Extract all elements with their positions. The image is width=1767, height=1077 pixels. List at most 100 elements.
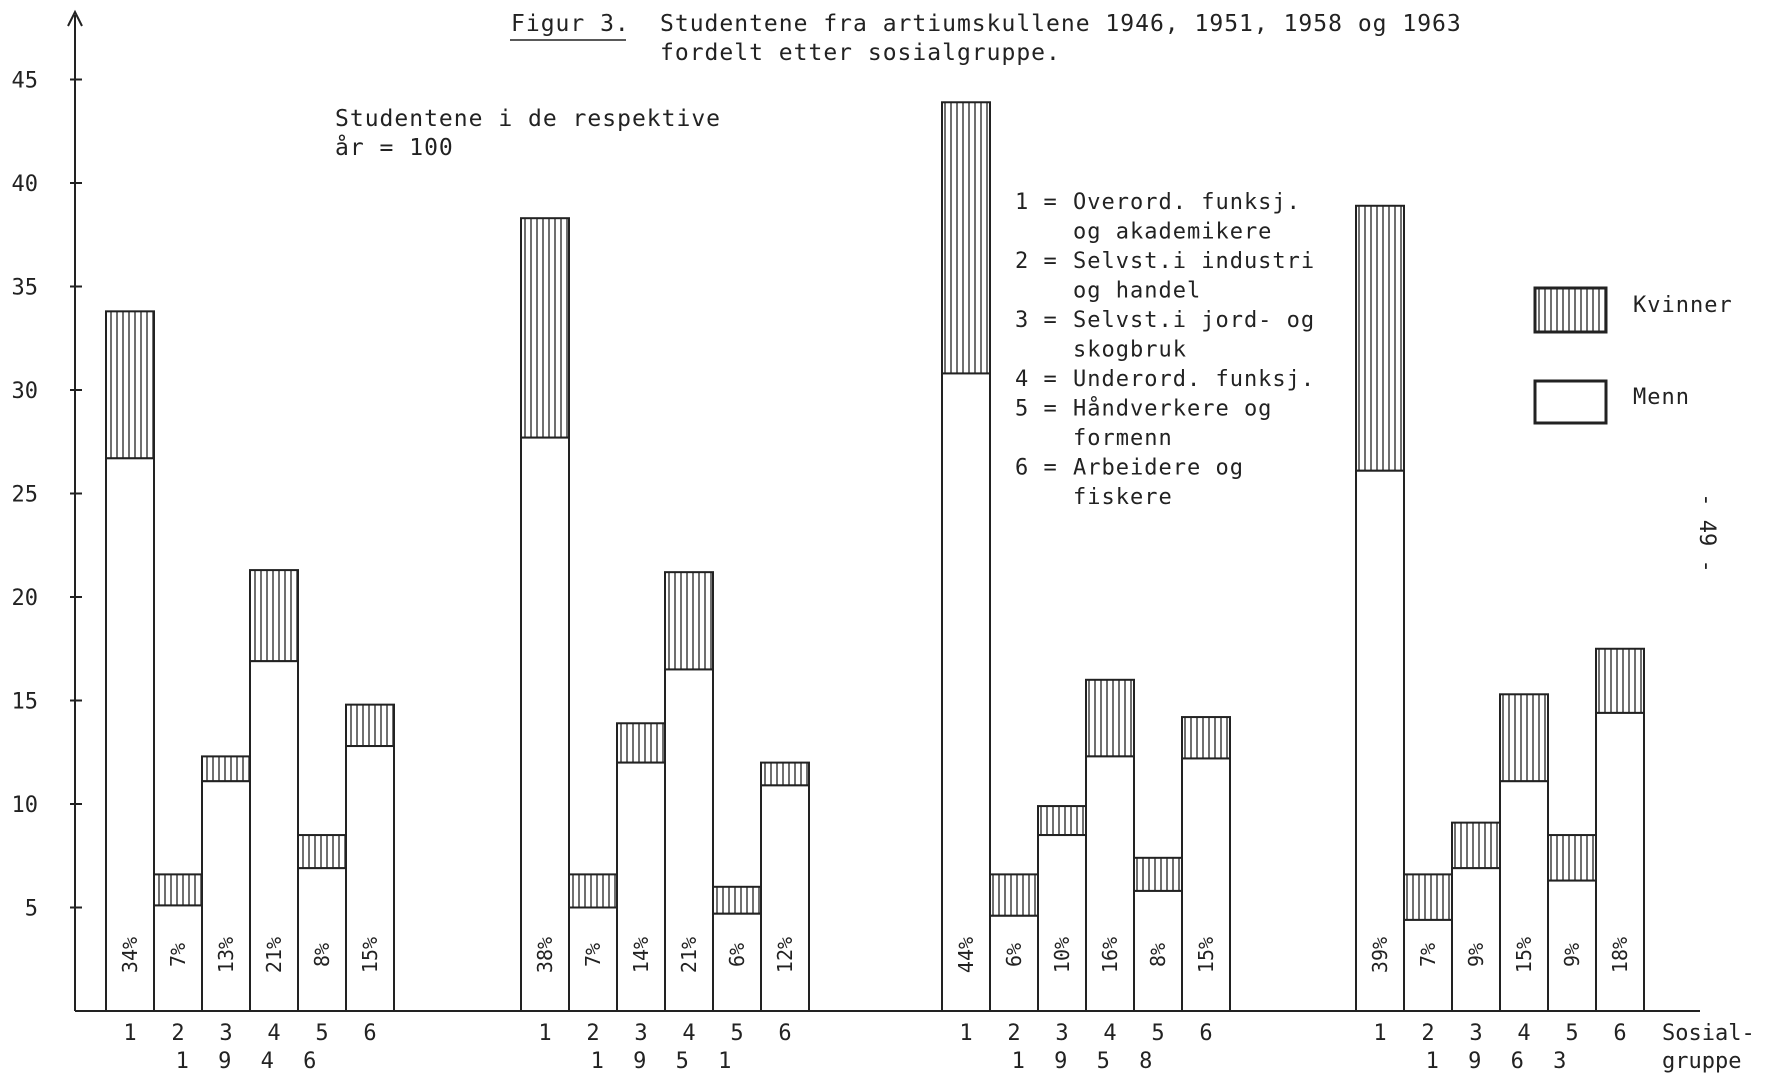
explanation-number: 2 = [1015,249,1058,274]
category-label: 2 [171,1021,184,1046]
category-label: 3 [219,1021,232,1046]
explanation-text: Selvst.i jord- og [1073,308,1315,333]
bar-percent-label: 44% [954,937,978,973]
y-tick-label: 35 [12,276,39,301]
bar-segment-kvinner [568,873,618,909]
page-number: - 49 - [1694,493,1719,572]
percent-labels: 34% 7% 13% 21% 8% 15% 38% 7% 14% 21% 6% 12% 44% 6% 10%… [118,937,1632,973]
bar-segment-kvinner [249,569,299,663]
category-label: 3 [1055,1021,1068,1046]
x-axis-label-line2: gruppe [1662,1049,1741,1074]
category-label: 5 [1565,1021,1578,1046]
y-ticks: 5 10 15 20 25 30 35 40 45 [12,69,82,922]
bar-segment-menn [105,457,155,1012]
bar-segment-kvinner [1085,678,1135,758]
explanation-number: 4 = [1015,367,1058,392]
legend-swatch-kvinner [1533,286,1608,334]
bar-segment-kvinner [1499,693,1549,783]
y-tick-label: 10 [12,793,39,818]
bar-segment-menn [249,660,299,1012]
bar-segment-kvinner [520,217,570,439]
legend-swatch-menn [1533,379,1608,425]
legend: Kvinner Menn [1533,286,1733,425]
bar-segment-kvinner [1133,856,1183,892]
explanation-text: Arbeidere og [1073,456,1244,481]
bar-segment-kvinner [345,703,395,748]
bar-segment-kvinner [1595,647,1645,714]
explanation-text: Håndverkere og [1073,396,1272,422]
category-label: 4 [1517,1021,1530,1046]
bar-segment-menn [664,668,714,1012]
explanation-number: 1 = [1015,190,1058,215]
bar-segment-menn [1499,780,1549,1012]
bar-segment-kvinner [760,761,810,787]
bar-segment-menn [760,784,810,1012]
explanation-text: skogbruk [1073,338,1187,363]
category-label: 3 [634,1021,647,1046]
legend-label-menn: Menn [1633,385,1690,410]
x-axis-label-line1: Sosial- [1662,1021,1755,1046]
category-label: 1 [538,1021,551,1046]
bar-segment-menn [345,745,395,1012]
y-axis-arrow [67,9,83,27]
category-label: 1 [1373,1021,1386,1046]
bar-segment-kvinner [1403,873,1453,921]
category-label: 5 [730,1021,743,1046]
category-label: 2 [586,1021,599,1046]
explanation-text: Underord. funksj. [1073,367,1315,392]
bar-percent-label: 10% [1050,937,1074,973]
bar-percent-label: 15% [358,937,382,973]
category-labels: 1 2 3 4 5 6 1 2 3 4 5 6 1 2 3 4 5 6 1 2 3 4 5 6 [123,1021,1626,1046]
explanation-number: 3 = [1015,308,1058,333]
explanation-number: 6 = [1015,456,1058,481]
bar-segment-menn [1037,834,1087,1012]
bar-percent-label: 6% [1002,943,1026,967]
group-year-label: 1 9 5 1 [591,1049,740,1074]
category-label: 4 [682,1021,695,1046]
year-labels: 1 9 4 6 1 9 5 1 1 9 5 8 1 9 6 3 [176,1049,1575,1074]
category-label: 3 [1469,1021,1482,1046]
bar-segment-menn [712,912,762,1013]
bars [105,101,1645,1013]
explanation-text: Selvst.i industri [1073,249,1315,274]
bar-percent-label: 39% [1368,937,1392,973]
bar-percent-label: 21% [262,937,286,973]
bar-percent-label: 9% [1560,943,1584,967]
bar-segment-menn [1547,879,1597,1013]
bar-segment-menn [1085,755,1135,1013]
bar-percent-label: 12% [773,937,797,973]
bar-percent-label: 8% [1146,943,1170,967]
figure-label: Figur 3. [511,11,630,37]
y-tick-label: 15 [12,690,39,715]
bar-segment-kvinner [941,101,991,375]
bar-percent-label: 38% [533,937,557,973]
bar-segment-kvinner [1451,821,1501,870]
bar-segment-menn [1595,711,1645,1012]
chart-title-line1: Studentene fra artiumskullene 1946, 1951… [660,11,1462,37]
bar-segment-kvinner [297,834,347,870]
bar-segment-menn [616,761,666,1012]
bar-percent-label: 7% [166,943,190,967]
y-tick-label: 40 [12,172,39,197]
legend-label-kvinner: Kvinner [1633,293,1733,318]
group-explanation: 1 = Overord. funksj. og akademikere 2 = Selv… [1015,190,1315,510]
category-label: 6 [363,1021,376,1046]
y-tick-label: 45 [12,69,39,94]
bar-segment-kvinner [1547,834,1597,882]
category-label: 5 [1151,1021,1164,1046]
bar-segment-kvinner [1181,716,1231,760]
bar-percent-label: 13% [214,937,238,973]
explanation-text: og handel [1073,279,1201,304]
bar-percent-label: 8% [310,943,334,967]
group-year-label: 1 9 6 3 [1426,1049,1575,1074]
bar-segment-kvinner [105,310,155,460]
explanation-text: Overord. funksj. [1073,190,1301,215]
category-label: 4 [1103,1021,1116,1046]
bar-segment-menn [201,780,251,1012]
category-label: 2 [1007,1021,1020,1046]
bar-percent-label: 7% [581,943,605,967]
bar-segment-menn [297,867,347,1012]
bar-percent-label: 21% [677,937,701,973]
explanation-text: formenn [1073,426,1173,451]
